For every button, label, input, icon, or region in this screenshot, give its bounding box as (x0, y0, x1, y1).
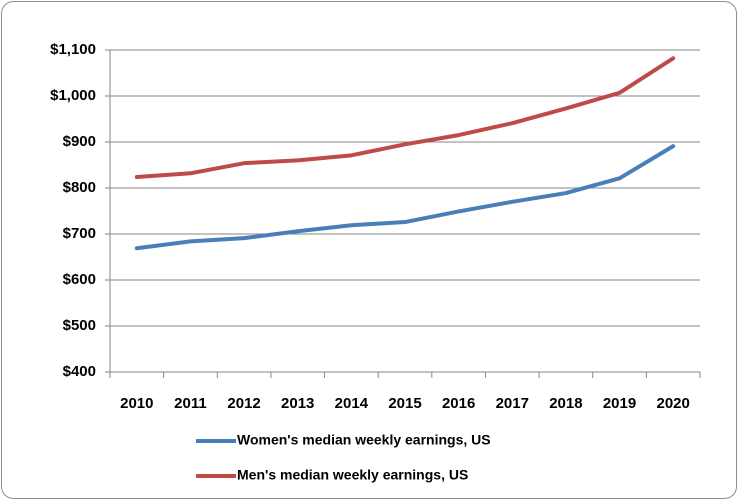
y-tick-label: $700 (63, 225, 96, 242)
y-tick-label: $1,000 (50, 87, 96, 104)
legend-label: Women's median weekly earnings, US (237, 432, 491, 448)
x-tick-label: 2010 (120, 395, 153, 412)
y-tick-label: $500 (63, 317, 96, 334)
y-tick-label: $900 (63, 133, 96, 150)
x-tick-label: 2018 (549, 395, 582, 412)
x-tick-label: 2020 (656, 395, 689, 412)
x-tick-label: 2017 (496, 395, 529, 412)
legend-label: Men's median weekly earnings, US (237, 467, 468, 483)
y-tick-label: $800 (63, 179, 96, 196)
x-tick-label: 2014 (335, 395, 369, 412)
x-tick-label: 2012 (227, 395, 260, 412)
series-line (134, 56, 676, 179)
y-tick-label: $1,100 (50, 41, 96, 58)
x-tick-label: 2015 (388, 395, 421, 412)
x-tick-label: 2013 (281, 395, 314, 412)
y-tick-label: $600 (63, 271, 96, 288)
x-tick-label: 2016 (442, 395, 475, 412)
x-tick-label: 2019 (603, 395, 636, 412)
x-tick-label: 2011 (174, 395, 207, 412)
y-tick-label: $400 (63, 363, 96, 380)
series-line (134, 144, 676, 251)
